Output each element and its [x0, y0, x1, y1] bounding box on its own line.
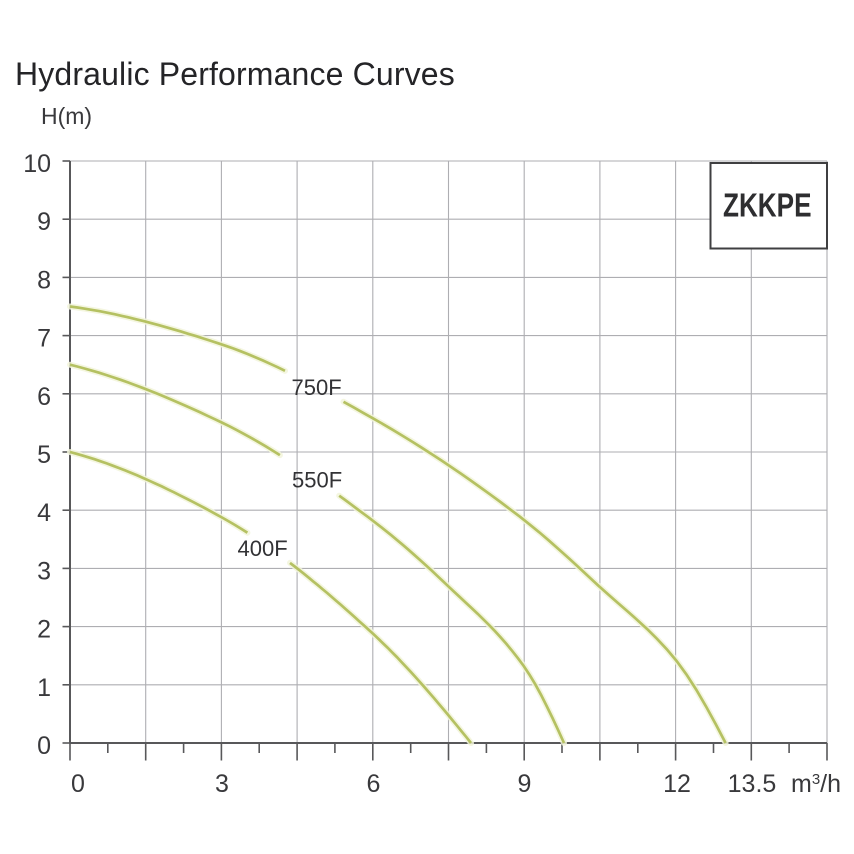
svg-text:10: 10	[23, 150, 51, 178]
svg-text:H(m): H(m)	[41, 103, 92, 129]
svg-text:750F: 750F	[292, 375, 342, 400]
svg-text:0: 0	[37, 732, 51, 760]
svg-text:2: 2	[37, 616, 51, 644]
svg-text:9: 9	[37, 208, 51, 236]
svg-text:3: 3	[37, 557, 51, 585]
svg-text:9: 9	[518, 770, 532, 798]
svg-text:3: 3	[215, 770, 229, 798]
svg-text:550F: 550F	[292, 468, 342, 493]
svg-text:4: 4	[37, 499, 51, 527]
svg-text:Hydraulic Performance Curves: Hydraulic Performance Curves	[15, 56, 455, 92]
svg-text:0: 0	[71, 770, 85, 798]
svg-text:7: 7	[37, 325, 51, 353]
svg-text:12: 12	[663, 770, 691, 798]
svg-text:8: 8	[37, 266, 51, 294]
svg-text:ZKKPE: ZKKPE	[723, 187, 812, 224]
svg-text:6: 6	[367, 770, 381, 798]
svg-text:400F: 400F	[238, 536, 288, 561]
svg-text:6: 6	[37, 383, 51, 411]
svg-text:m3/h: m3/h	[791, 770, 841, 798]
svg-text:5: 5	[37, 441, 51, 469]
svg-text:1: 1	[37, 674, 51, 702]
svg-text:13.5: 13.5	[728, 770, 777, 798]
